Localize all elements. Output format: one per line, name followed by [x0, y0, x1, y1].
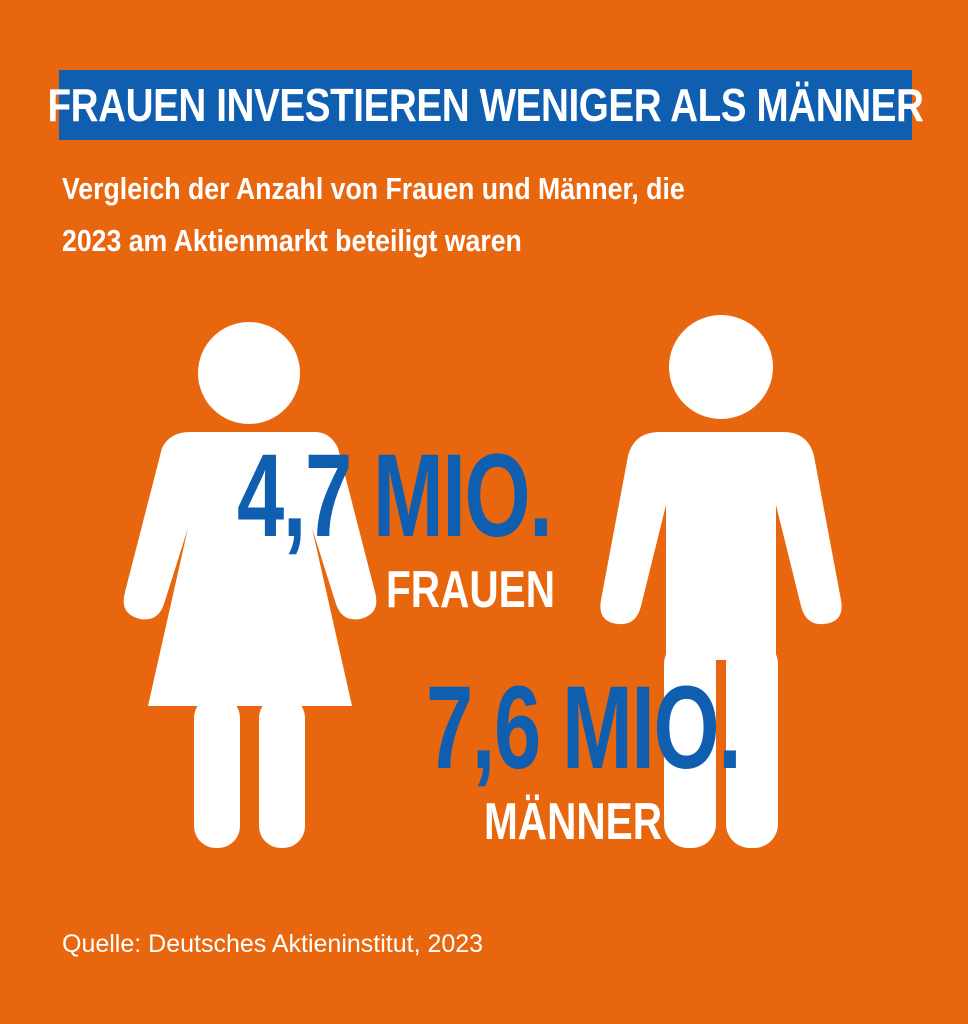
men-label: MÄNNER	[484, 793, 663, 851]
men-count: 7,6 MIO.	[426, 662, 742, 794]
women-count: 4,7 MIO.	[237, 430, 553, 562]
page-title: FRAUEN INVESTIEREN WENIGER ALS MÄNNER	[47, 79, 924, 131]
source-note: Quelle: Deutsches Aktieninstitut, 2023	[62, 930, 484, 958]
man-figure-icon	[600, 315, 842, 848]
women-label: FRAUEN	[386, 561, 556, 619]
subtitle: Vergleich der Anzahl von Frauen und Männ…	[62, 171, 685, 258]
woman-figure-icon	[123, 322, 377, 848]
title-banner: FRAUEN INVESTIEREN WENIGER ALS MÄNNER	[47, 70, 924, 140]
